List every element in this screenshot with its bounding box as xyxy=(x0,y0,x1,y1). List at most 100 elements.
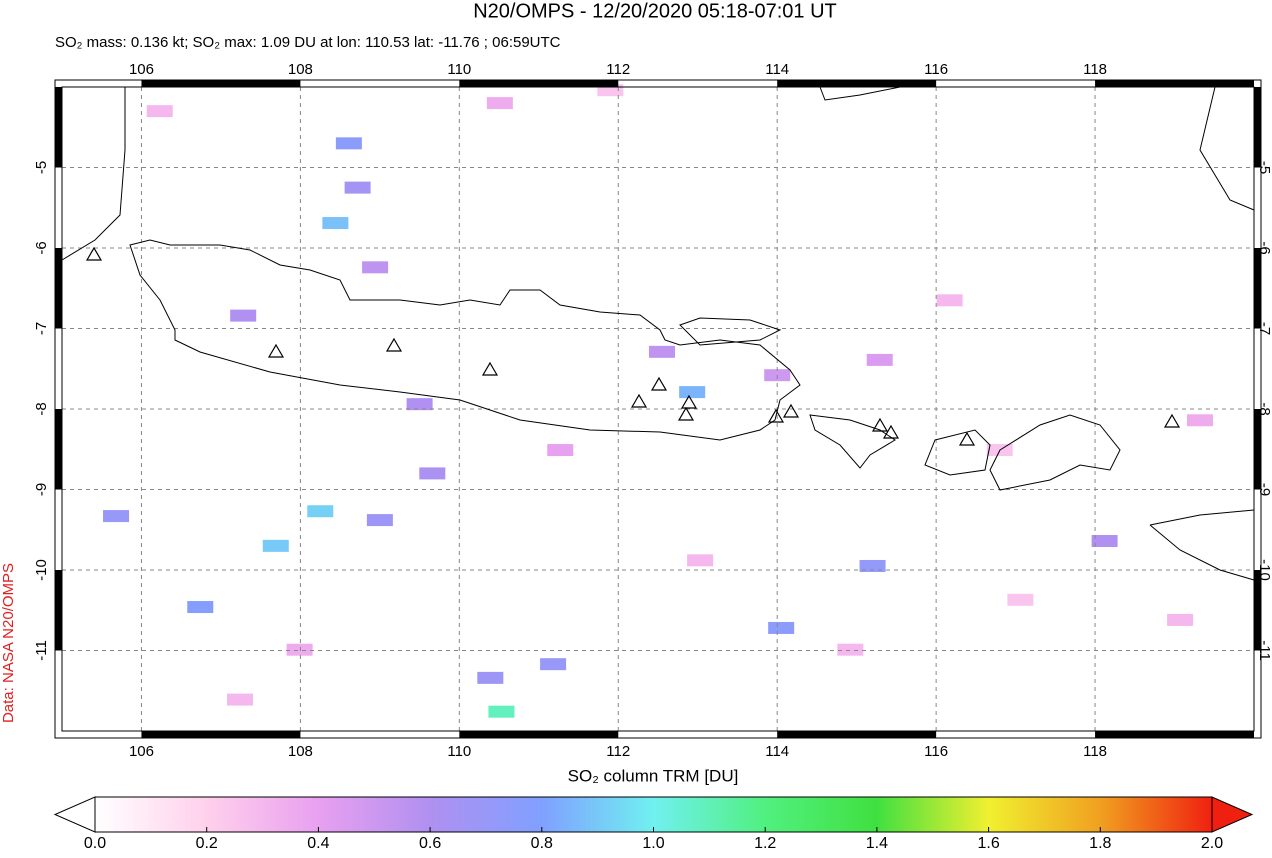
so2-pixel xyxy=(344,181,371,194)
colorbar-tick-label: 1.8 xyxy=(1089,835,1111,852)
x-tick-label: 114 xyxy=(765,61,789,78)
x-tick-label: 114 xyxy=(765,743,789,760)
so2-pixel xyxy=(866,353,893,366)
so2-pixel xyxy=(1186,414,1213,427)
volcano xyxy=(267,343,285,358)
x-tick-label: 106 xyxy=(129,61,154,78)
colorbar-tick-label: 0.8 xyxy=(531,835,553,852)
frame-bar xyxy=(141,80,301,87)
coastline xyxy=(924,429,991,476)
colorbar-tick-label: 0.0 xyxy=(84,835,106,852)
so2-pixel xyxy=(477,671,504,684)
coastline xyxy=(1149,509,1255,581)
so2-pixel xyxy=(262,539,289,552)
so2-pixel xyxy=(187,601,214,614)
colorbar-tick-label: 0.4 xyxy=(307,835,329,852)
x-tick-label: 118 xyxy=(1083,743,1107,760)
colorbar-label: SO₂ column TRM [DU] xyxy=(568,766,739,785)
y-tick-label: -7 xyxy=(33,322,50,335)
x-tick-label: 118 xyxy=(1083,61,1107,78)
so2-pixel xyxy=(1167,613,1194,626)
volcano xyxy=(958,431,976,446)
y-tick-label: -6 xyxy=(33,241,50,254)
volcano xyxy=(871,417,889,432)
so2-pixel xyxy=(679,386,706,399)
so2-pixel xyxy=(687,554,714,567)
volcano xyxy=(650,376,668,391)
frame-bar xyxy=(1254,87,1261,168)
y-tick-label: -8 xyxy=(33,402,50,415)
frame-bar xyxy=(1254,409,1261,490)
frame-bar xyxy=(1254,248,1261,329)
colorbar-tick-label: 2.0 xyxy=(1201,835,1223,852)
so2-pixel xyxy=(768,621,795,634)
coastline xyxy=(61,87,126,261)
so2-pixel xyxy=(1091,535,1118,548)
plot-border xyxy=(61,86,1255,732)
y-tick-label: -10 xyxy=(33,559,50,581)
coastline xyxy=(819,86,901,101)
volcano xyxy=(1163,413,1181,428)
so2-pixel xyxy=(335,137,362,150)
colorbar-tick-label: 0.2 xyxy=(196,835,218,852)
frame-bar xyxy=(55,570,62,651)
frame-bar xyxy=(459,731,619,738)
x-tick-label: 116 xyxy=(924,61,948,78)
x-tick-label: 116 xyxy=(924,743,948,760)
volcano xyxy=(767,408,785,423)
volcano xyxy=(782,403,800,418)
so2-pixel xyxy=(230,309,257,322)
so2-pixel xyxy=(648,345,675,358)
so2-pixel xyxy=(1007,593,1034,606)
so2-pixel xyxy=(362,261,389,274)
colorbar-over xyxy=(1211,796,1254,833)
colorbar-tick-label: 1.2 xyxy=(754,835,776,852)
so2-pixel xyxy=(859,559,886,572)
volcano xyxy=(677,406,695,421)
coastline xyxy=(1199,86,1255,211)
credit: Data: NASA N20/OMPS xyxy=(0,563,17,723)
colorbar-tick-label: 1.6 xyxy=(977,835,999,852)
y-tick-label: -9 xyxy=(33,483,50,496)
frame-bar xyxy=(1095,80,1254,87)
x-tick-label: 106 xyxy=(129,743,154,760)
frame-bar xyxy=(459,80,619,87)
coastlines xyxy=(61,86,1255,581)
x-tick-label: 112 xyxy=(606,61,630,78)
so2-pixel xyxy=(486,97,513,110)
so2-pixel xyxy=(366,514,393,527)
y-tick-label: -11 xyxy=(33,640,50,661)
so2-pixel xyxy=(488,705,515,718)
volcano xyxy=(882,424,900,439)
volcano xyxy=(85,246,103,261)
so2-pixel xyxy=(286,643,313,656)
frame-bar xyxy=(1095,731,1254,738)
x-tick-label: 110 xyxy=(447,743,471,760)
x-tick-label: 108 xyxy=(288,743,313,760)
so2-pixel xyxy=(547,444,574,457)
so2-pixel xyxy=(103,510,130,523)
colorbar-tick-label: 0.6 xyxy=(419,835,441,852)
frame-bar xyxy=(777,80,937,87)
colorbar-tick-label: 1.0 xyxy=(642,835,664,852)
so2-pixel xyxy=(406,398,433,411)
subtitle: SO₂ mass: 0.136 kt; SO₂ max: 1.09 DU at … xyxy=(55,34,561,51)
x-tick-label: 110 xyxy=(447,61,471,78)
frame-bar xyxy=(141,731,301,738)
so2-pixel xyxy=(837,643,864,656)
title: N20/OMPS - 12/20/2020 05:18-07:01 UT xyxy=(473,0,837,22)
coastline xyxy=(679,317,782,346)
frame-border xyxy=(54,79,1262,739)
grid xyxy=(62,87,1254,731)
map-frame: 106 106 108 108 110 110 112 112 114 114 116 116 118 1… xyxy=(33,61,1272,760)
coastline xyxy=(809,414,896,469)
frame-bar xyxy=(1254,570,1261,651)
frame-bar xyxy=(55,87,62,168)
so2-pixel xyxy=(307,505,334,518)
frame-bar xyxy=(777,731,937,738)
x-tick-label: 112 xyxy=(606,743,630,760)
x-tick-label: 108 xyxy=(288,61,313,78)
so2-pixel xyxy=(419,467,446,480)
coastline xyxy=(129,239,801,441)
colorbar-under xyxy=(53,796,96,833)
